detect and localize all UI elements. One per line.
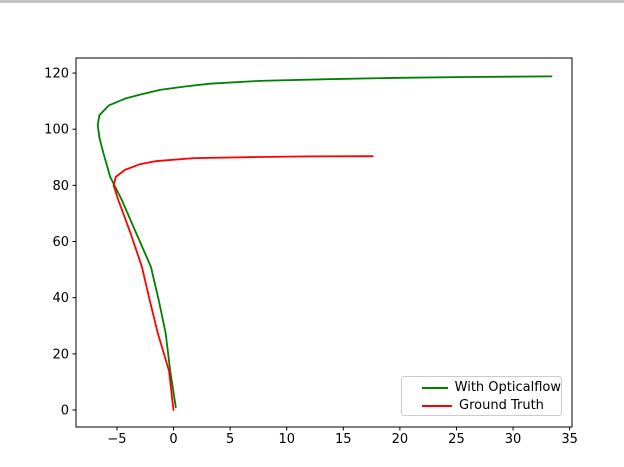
x-tick-label: 0 [169, 432, 177, 447]
y-tick-label: 80 [52, 179, 69, 194]
x-tick-label: 10 [278, 432, 295, 447]
x-tick-label: 20 [392, 432, 409, 447]
x-tick-label: 5 [226, 432, 234, 447]
x-tick-label: 15 [335, 432, 352, 447]
y-tick-label: 120 [44, 67, 69, 82]
legend-line-sample-green [422, 387, 448, 389]
y-tick-label: 60 [52, 235, 69, 250]
x-tick-label: 25 [448, 432, 465, 447]
series-line-with-opticalflow [96, 75, 553, 409]
legend-label-groundtruth: Ground Truth [459, 398, 544, 413]
plot-area-border [75, 57, 573, 428]
y-tick-label: 0 [61, 404, 69, 419]
legend-entry-opticalflow: With Opticalflow [402, 379, 561, 397]
window-top-edge [0, 0, 624, 3]
y-tick-label: 40 [52, 291, 69, 306]
legend-label-opticalflow: With Opticalflow [454, 380, 561, 395]
y-tick-label: 20 [52, 347, 69, 362]
x-tick-label: 30 [505, 432, 522, 447]
y-tick-label: 100 [44, 123, 69, 138]
series-line-ground-truth [112, 155, 374, 411]
x-tick-label: −5 [107, 432, 126, 447]
legend-entry-groundtruth: Ground Truth [402, 397, 561, 415]
x-tick-label: 35 [561, 432, 578, 447]
legend-line-sample-red [422, 405, 452, 407]
legend-box: With Opticalflow Ground Truth [401, 376, 562, 416]
